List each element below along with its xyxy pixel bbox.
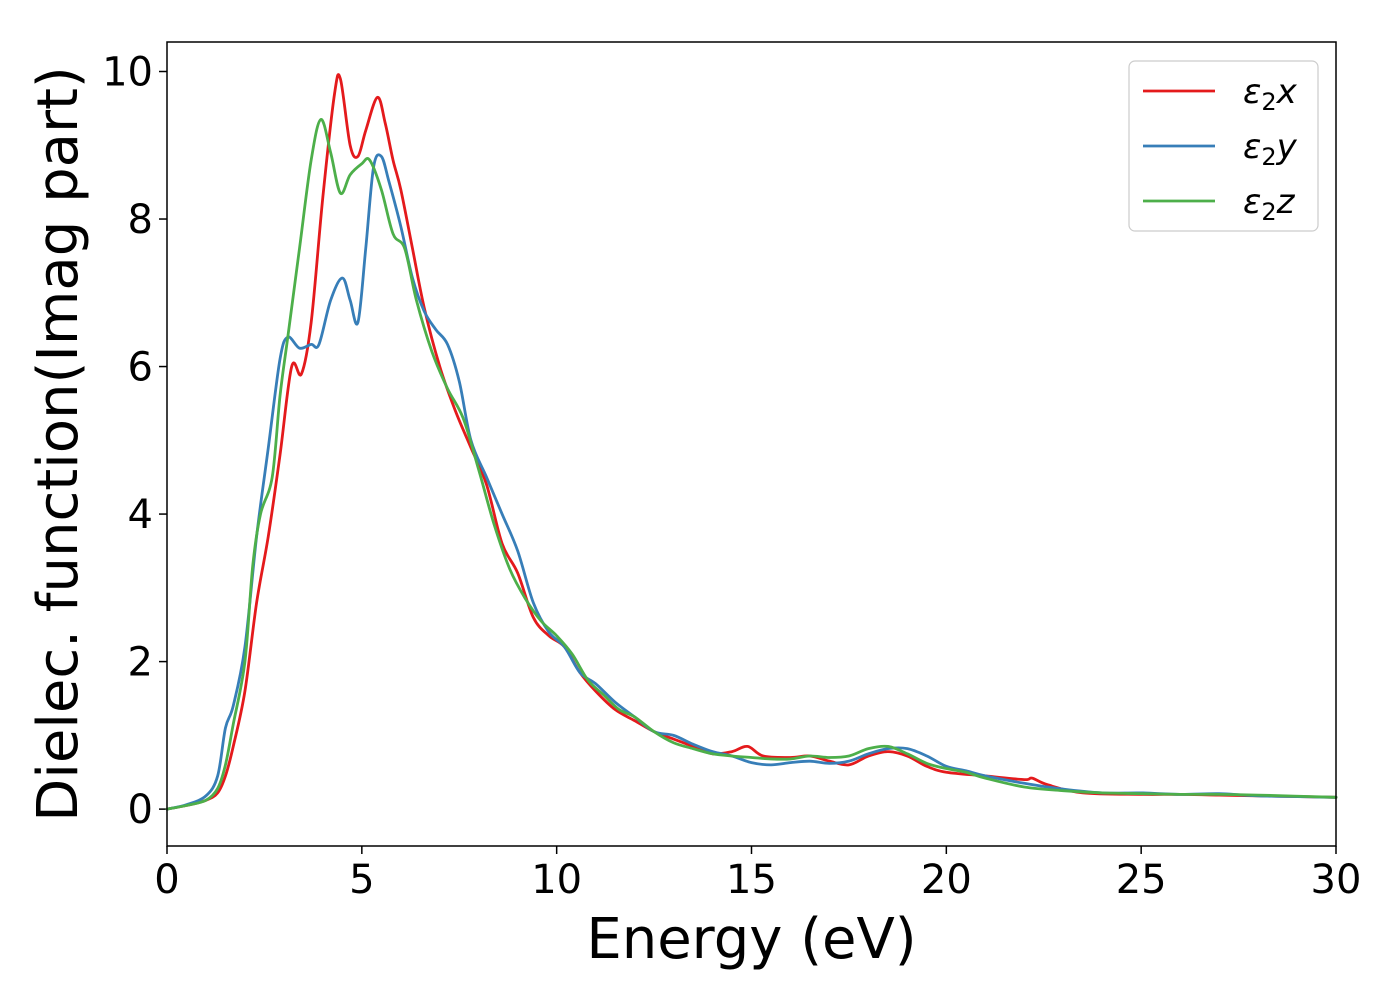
- legend-label-subscript: 2: [1261, 88, 1276, 116]
- legend-label-base: ε: [1243, 127, 1261, 167]
- legend-label-x: ε2x: [1243, 72, 1298, 116]
- x-axis-ticks: 0 5 10 15 20 25 30: [154, 846, 1361, 903]
- legend-label-component: z: [1276, 182, 1296, 222]
- legend-label-z: ε2z: [1243, 182, 1296, 226]
- legend-label-subscript: 2: [1261, 143, 1276, 171]
- y-tick-label: 0: [128, 787, 153, 833]
- y-tick-label: 2: [128, 640, 153, 686]
- legend-label-component: y: [1276, 127, 1298, 167]
- series-line-x: [165, 73, 1338, 811]
- x-tick-label: 15: [726, 857, 777, 903]
- x-tick-label: 20: [921, 857, 972, 903]
- legend-label-subscript: 2: [1261, 198, 1276, 226]
- legend-label-y: ε2y: [1243, 127, 1298, 171]
- series-lines: [165, 73, 1338, 811]
- y-tick-label: 6: [128, 345, 153, 391]
- y-tick-label: 8: [128, 197, 153, 243]
- legend-label-component: x: [1276, 72, 1298, 112]
- x-tick-label: 25: [1116, 857, 1167, 903]
- x-axis-label: Energy (eV): [586, 907, 916, 972]
- legend-box: [1128, 60, 1319, 232]
- y-tick-label: 10: [102, 50, 153, 96]
- series-line-z: [165, 118, 1338, 811]
- y-axis-label: Dielec. function(Imag part): [26, 66, 91, 822]
- legend-label-base: ε: [1243, 72, 1261, 112]
- y-axis-ticks: 0 2 4 6 8 10: [102, 50, 167, 833]
- x-tick-label: 0: [154, 857, 179, 903]
- x-tick-label: 10: [531, 857, 582, 903]
- y-tick-label: 4: [128, 492, 153, 538]
- x-tick-label: 30: [1311, 857, 1362, 903]
- x-tick-label: 5: [349, 857, 374, 903]
- legend-label-base: ε: [1243, 182, 1261, 222]
- plot-frame: [166, 41, 1337, 847]
